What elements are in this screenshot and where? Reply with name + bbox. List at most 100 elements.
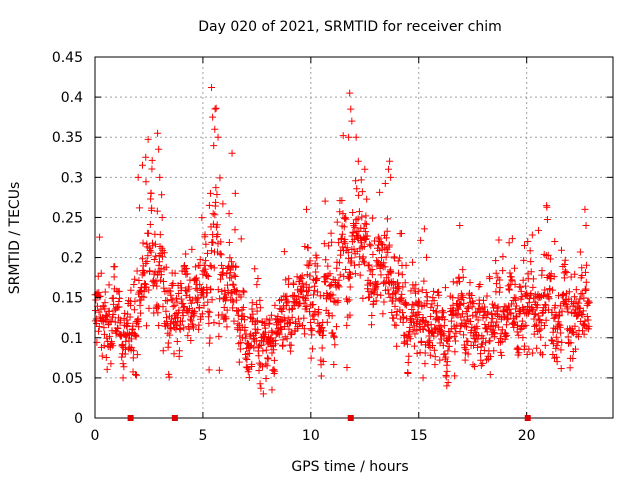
data-point [543, 203, 551, 211]
data-point [207, 286, 215, 294]
data-point [413, 319, 421, 327]
data-point [231, 226, 239, 234]
data-point [430, 297, 438, 305]
data-point [146, 247, 154, 255]
data-point [555, 320, 563, 328]
data-point [189, 324, 197, 332]
data-point [530, 315, 538, 323]
data-point [377, 291, 385, 299]
data-point [376, 188, 384, 196]
data-point [471, 363, 479, 371]
chart-title: Day 020 of 2021, SRMTID for receiver chi… [198, 19, 502, 35]
data-point [494, 323, 502, 331]
data-point [441, 316, 449, 324]
data-point [335, 276, 343, 284]
x-tick-label: 10 [302, 428, 320, 444]
data-point [421, 322, 429, 330]
data-point [282, 276, 290, 284]
y-axis-label: SRMTID / TECUs [7, 182, 23, 295]
data-point [507, 273, 515, 281]
data-point [175, 347, 183, 355]
data-point [103, 365, 111, 373]
data-point [443, 358, 451, 366]
data-point [348, 254, 356, 262]
data-point [459, 293, 467, 301]
data-point [140, 280, 148, 288]
data-point [570, 293, 578, 301]
data-point [431, 361, 439, 369]
data-point [319, 331, 327, 339]
data-point [503, 331, 511, 339]
data-point [253, 281, 261, 289]
data-point [511, 264, 519, 272]
data-point [507, 309, 515, 317]
data-point [409, 258, 417, 266]
data-point [325, 292, 333, 300]
data-point [582, 285, 590, 293]
data-point [323, 318, 331, 326]
data-point [358, 213, 366, 221]
data-point [430, 287, 438, 295]
data-point [255, 359, 263, 367]
data-point [367, 242, 375, 250]
data-point [360, 243, 368, 251]
data-point [467, 318, 475, 326]
data-point [299, 279, 307, 287]
data-point [123, 316, 131, 324]
data-point [581, 317, 589, 325]
data-point [369, 214, 377, 222]
data-point [365, 261, 373, 269]
data-point [474, 343, 482, 351]
data-point [415, 311, 423, 319]
data-point [537, 325, 545, 333]
data-point [548, 308, 556, 316]
data-point [315, 305, 323, 313]
data-point [336, 208, 344, 216]
data-point [216, 174, 224, 182]
data-point [343, 321, 351, 329]
data-point [144, 252, 152, 260]
data-point [368, 311, 376, 319]
data-point [580, 320, 588, 328]
data-point [280, 248, 288, 256]
data-point [131, 275, 139, 283]
data-point [361, 259, 369, 267]
data-point [571, 270, 579, 278]
data-point [236, 345, 244, 353]
data-point [131, 331, 139, 339]
data-point [383, 274, 391, 282]
data-point [151, 240, 159, 248]
data-point [191, 275, 199, 283]
data-point [368, 321, 376, 329]
data-point [271, 367, 279, 375]
data-point [454, 305, 462, 313]
data-point [232, 288, 240, 296]
data-point [514, 344, 522, 352]
data-point [317, 372, 325, 380]
data-point [159, 347, 167, 355]
data-point [204, 272, 212, 280]
data-point [160, 249, 168, 257]
data-point [188, 245, 196, 253]
data-point [440, 332, 448, 340]
data-point [235, 307, 243, 315]
data-point [306, 257, 314, 265]
data-point [158, 253, 166, 261]
data-point [218, 287, 226, 295]
data-point [348, 117, 356, 125]
data-point [110, 300, 118, 308]
data-point [482, 356, 490, 364]
data-point [535, 226, 543, 234]
data-point [131, 297, 139, 305]
data-point [283, 299, 291, 307]
data-point [230, 317, 238, 325]
data-point [333, 264, 341, 272]
data-point [384, 286, 392, 294]
data-point [127, 335, 135, 343]
data-point [352, 133, 360, 141]
data-point [541, 341, 549, 349]
data-point [155, 258, 163, 266]
data-point [262, 328, 270, 336]
data-point [517, 283, 525, 291]
data-point [93, 338, 101, 346]
